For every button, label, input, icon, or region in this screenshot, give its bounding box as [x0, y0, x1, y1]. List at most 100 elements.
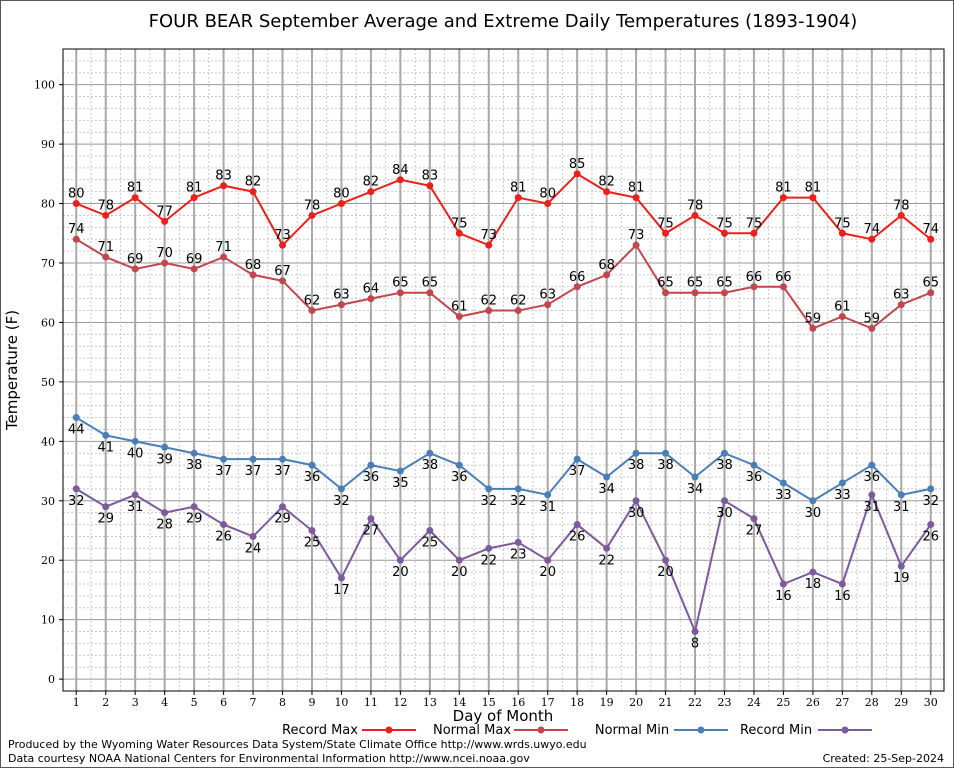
normal-min-data-label: 38	[657, 458, 674, 473]
plot-area	[62, 48, 945, 692]
normal-min-data-label: 44	[68, 423, 85, 438]
record-max-point	[367, 188, 375, 196]
normal-min-point	[544, 491, 552, 499]
legend-label: Record Min	[740, 723, 812, 738]
normal-max-point	[249, 271, 257, 279]
record-max-point	[396, 176, 404, 184]
normal-min-data-label: 41	[97, 440, 114, 455]
normal-min-data-label: 34	[598, 482, 615, 497]
record-min-data-label: 26	[215, 530, 232, 545]
normal-max-data-label: 73	[628, 228, 645, 243]
normal-min-data-label: 30	[805, 506, 822, 521]
record-max-data-label: 73	[480, 228, 497, 243]
record-max-data-label: 81	[127, 181, 144, 196]
normal-max-point	[308, 307, 316, 315]
record-max-point	[455, 229, 463, 237]
record-max-point	[161, 217, 169, 225]
record-max-data-label: 81	[186, 181, 203, 196]
y-tick-label: 20	[41, 554, 55, 567]
normal-min-point	[809, 497, 817, 505]
x-tick-label: 7	[250, 696, 257, 709]
x-tick-label: 22	[688, 696, 702, 709]
record-min-point	[337, 574, 345, 582]
record-min-data-label: 8	[691, 637, 699, 652]
record-max-data-label: 75	[451, 216, 468, 231]
normal-max-data-label: 65	[657, 276, 674, 291]
x-tick-label: 23	[717, 696, 731, 709]
record-min-point	[603, 544, 611, 552]
record-min-data-label: 18	[805, 577, 822, 592]
record-max-point	[544, 200, 552, 208]
normal-min-data-label: 35	[392, 476, 409, 491]
normal-max-point	[750, 283, 758, 291]
x-tick-label: 4	[161, 696, 168, 709]
normal-min-data-label: 38	[628, 458, 645, 473]
normal-max-data-label: 71	[215, 240, 232, 255]
normal-max-point	[396, 289, 404, 297]
x-tick-label: 8	[279, 696, 286, 709]
legend-swatch-marker	[537, 726, 545, 734]
normal-max-point	[573, 283, 581, 291]
legend-item-record-min: Record Min	[740, 723, 872, 738]
record-min-point	[308, 527, 316, 534]
normal-max-data-label: 61	[834, 300, 851, 315]
x-tick-label: 12	[393, 696, 407, 709]
normal-max-data-label: 65	[392, 276, 409, 291]
normal-min-point	[897, 491, 905, 499]
x-tick-label: 10	[334, 696, 348, 709]
record-min-data-label: 20	[539, 565, 556, 580]
record-max-point	[131, 194, 139, 202]
record-max-data-label: 83	[215, 169, 232, 184]
record-max-data-label: 84	[392, 163, 409, 178]
normal-max-point	[927, 289, 935, 297]
x-tick-label: 17	[541, 696, 555, 709]
record-max-point	[779, 194, 787, 202]
x-tick-label: 14	[452, 696, 466, 709]
x-tick-label: 29	[894, 696, 908, 709]
x-tick-label: 5	[191, 696, 198, 709]
record-min-data-label: 20	[451, 565, 468, 580]
normal-min-data-label: 38	[422, 458, 439, 473]
x-tick-label: 27	[835, 696, 849, 709]
record-min-data-label: 20	[392, 565, 409, 580]
y-tick-label: 10	[41, 614, 55, 627]
record-max-point	[337, 200, 345, 208]
normal-max-data-label: 69	[186, 252, 203, 267]
legend-swatch-marker	[841, 726, 849, 734]
record-max-point	[426, 182, 434, 190]
record-min-data-label: 31	[864, 500, 881, 515]
normal-min-data-label: 31	[539, 500, 556, 515]
record-min-data-label: 29	[274, 512, 291, 527]
record-max-point	[190, 194, 198, 202]
series-normal-min: 44 41 40 39 38 37 37 37 36 32 36 35 38 36 32 32 31 37 34 38…	[68, 414, 939, 521]
normal-max-point	[190, 265, 198, 273]
record-max-point	[220, 182, 228, 190]
record-max-point	[720, 229, 728, 237]
record-min-point	[838, 580, 846, 588]
record-min-data-label: 25	[422, 536, 439, 551]
normal-max-point	[367, 295, 375, 303]
normal-min-point	[396, 467, 404, 475]
x-tick-label: 3	[132, 696, 139, 709]
record-min-data-label: 24	[245, 541, 262, 556]
normal-max-point	[279, 277, 287, 285]
record-min-point	[662, 556, 670, 564]
normal-max-data-label: 62	[304, 294, 321, 309]
normal-max-data-label: 59	[805, 311, 822, 326]
normal-min-line	[75, 416, 931, 502]
normal-min-data-label: 40	[127, 446, 144, 461]
record-max-point	[102, 211, 110, 219]
x-tick-label: 26	[806, 696, 820, 709]
normal-max-point	[102, 253, 110, 261]
normal-min-point	[337, 485, 345, 493]
x-tick-label: 20	[629, 696, 643, 709]
record-max-data-label: 75	[657, 216, 674, 231]
record-min-data-label: 25	[304, 536, 321, 551]
series-normal-max: 74 71 69 70 69 71 68 67 62 63 64 65 65 61 62 62 63 66 68 73…	[68, 222, 939, 332]
normal-max-data-label: 74	[68, 222, 85, 237]
series-record-max: 80 78 81 77 81 83 82 73 78 80 82 84 83 75 73 81 80 85 82 81…	[68, 157, 939, 249]
normal-max-data-label: 70	[156, 246, 173, 261]
record-min-point	[750, 515, 758, 523]
